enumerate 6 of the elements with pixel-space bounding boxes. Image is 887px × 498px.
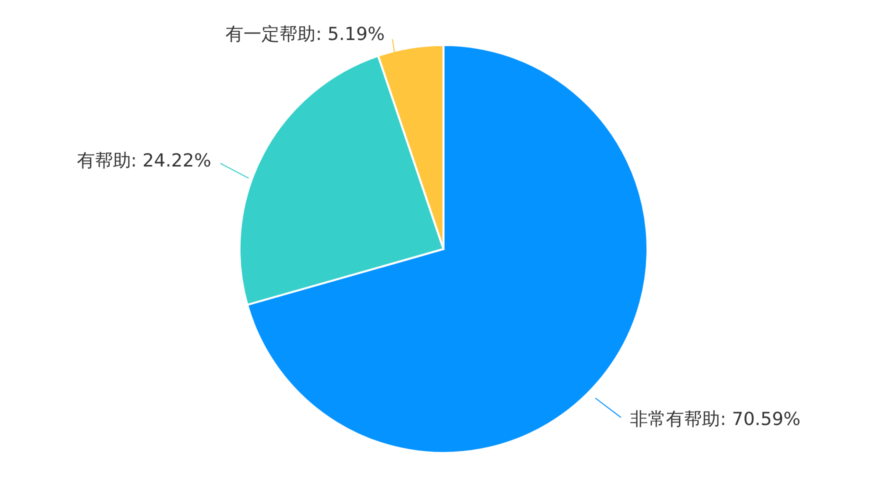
slice-label: 有帮助 (76, 150, 131, 172)
data-label: : 5.19% (316, 24, 385, 46)
slice-label: 非常有帮助 (630, 408, 720, 430)
data-label: : 24.22% (130, 150, 212, 172)
data-label: : 70.59% (720, 408, 801, 430)
slice-label: 有一定帮助 (226, 24, 316, 46)
